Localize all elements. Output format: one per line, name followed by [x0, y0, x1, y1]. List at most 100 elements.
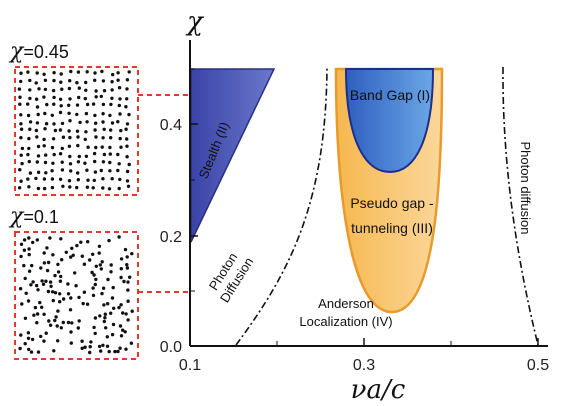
anderson-label-line2: Localization (IV): [299, 314, 392, 329]
pattern-point: [74, 284, 78, 288]
pattern-point: [119, 257, 124, 261]
pattern-point: [19, 153, 23, 157]
pattern-point: [55, 324, 59, 328]
pattern-point: [126, 299, 130, 303]
pattern-point: [48, 280, 53, 284]
pattern-point: [93, 170, 98, 174]
pattern-point: [121, 311, 125, 315]
pattern-point: [124, 312, 128, 316]
pattern-point: [100, 69, 104, 74]
pattern-point: [101, 102, 106, 107]
pattern-point: [26, 331, 31, 335]
pattern-point: [39, 266, 43, 270]
pattern-point: [19, 254, 23, 259]
pseudo-gap-label-line2: tunneling (III): [351, 220, 433, 236]
pattern-point: [66, 282, 70, 286]
pattern-point: [118, 177, 122, 182]
pattern-point: [91, 293, 96, 298]
pattern-point: [108, 160, 112, 165]
pattern-point: [125, 122, 130, 126]
pattern-point: [35, 71, 39, 75]
pattern-point: [43, 127, 47, 131]
pattern-point: [54, 315, 58, 319]
pattern-point: [109, 263, 113, 267]
pattern-point: [84, 88, 88, 93]
pattern-point: [24, 291, 28, 295]
pattern-point: [85, 302, 90, 306]
pattern-point: [34, 81, 38, 85]
pattern-point: [77, 95, 81, 100]
pattern-point: [61, 135, 66, 139]
pattern-point: [61, 297, 66, 301]
pattern-point: [105, 344, 110, 348]
pattern-point: [125, 169, 130, 174]
pattern-point: [51, 88, 56, 93]
pattern-point: [71, 253, 75, 257]
pattern-point: [130, 309, 134, 313]
pattern-point: [38, 300, 42, 305]
pattern-point: [35, 238, 39, 242]
pattern-point: [52, 78, 56, 83]
pattern-point: [36, 350, 41, 354]
pattern-point: [44, 122, 49, 126]
pattern-point: [84, 80, 88, 85]
pattern-point: [98, 314, 102, 318]
pattern-point: [83, 96, 88, 101]
pattern-point: [101, 136, 105, 140]
pattern-point: [94, 145, 98, 150]
pattern-point: [19, 127, 24, 131]
pattern-point: [93, 78, 97, 83]
pattern-point: [59, 80, 63, 84]
pattern-point: [39, 334, 43, 339]
pattern-point: [118, 112, 122, 116]
pattern-point: [125, 263, 129, 267]
pattern-point: [34, 283, 39, 288]
pattern-point: [112, 306, 116, 310]
pattern-point: [116, 120, 120, 124]
pattern-point: [76, 326, 81, 330]
pattern-point: [75, 112, 79, 117]
pattern-point: [69, 330, 73, 334]
y-tick-label-1: 0.2: [160, 229, 182, 246]
pattern-point: [93, 282, 98, 287]
pattern-point: [125, 97, 129, 101]
pattern-point: [53, 291, 58, 295]
pattern-point: [28, 120, 33, 124]
pattern-point: [79, 240, 83, 244]
pattern-point: [88, 345, 92, 349]
pattern-point: [51, 161, 55, 165]
pattern-point: [42, 261, 47, 265]
pattern-point: [125, 78, 130, 82]
pattern-point: [40, 305, 44, 309]
pattern-point: [107, 349, 111, 354]
pattern-point: [18, 287, 23, 291]
pattern-point: [18, 346, 22, 351]
pattern-point: [99, 94, 104, 99]
pattern-point: [75, 243, 79, 248]
pattern-point: [35, 321, 39, 325]
pattern-point: [101, 79, 106, 83]
pattern-point: [35, 105, 40, 109]
pattern-point: [60, 160, 64, 164]
pattern-point: [27, 185, 31, 189]
pattern-point: [26, 152, 30, 157]
pattern-point: [125, 87, 129, 91]
pattern-point: [36, 186, 41, 191]
pattern-point: [94, 264, 99, 268]
pattern-point: [91, 102, 96, 106]
pattern-point: [81, 301, 85, 306]
pattern-point: [82, 262, 87, 266]
pattern-point: [109, 128, 113, 132]
pattern-point: [92, 151, 97, 156]
pattern-point: [35, 160, 39, 164]
pattern-point: [101, 343, 105, 347]
pattern-point: [50, 177, 55, 181]
pattern-point: [69, 296, 73, 300]
pattern-point: [78, 120, 82, 125]
pattern-point: [111, 285, 115, 290]
band-gap-region: [344, 68, 435, 174]
inset-low-chi-point-pattern: [18, 235, 134, 355]
pattern-point: [58, 177, 63, 181]
pattern-point: [105, 335, 110, 339]
pattern-point: [94, 95, 98, 99]
